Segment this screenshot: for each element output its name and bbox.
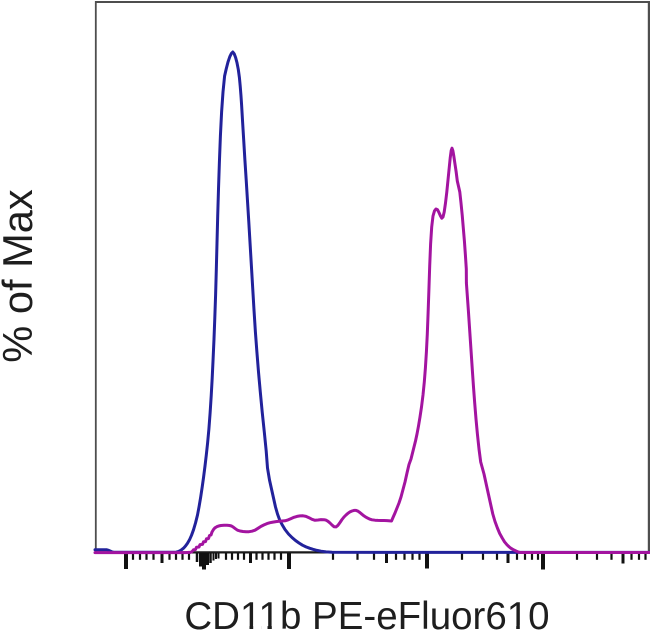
svg-text:CD11b PE-eFluor610: CD11b PE-eFluor610 [184,595,549,633]
svg-text:% of Max: % of Max [0,189,41,363]
